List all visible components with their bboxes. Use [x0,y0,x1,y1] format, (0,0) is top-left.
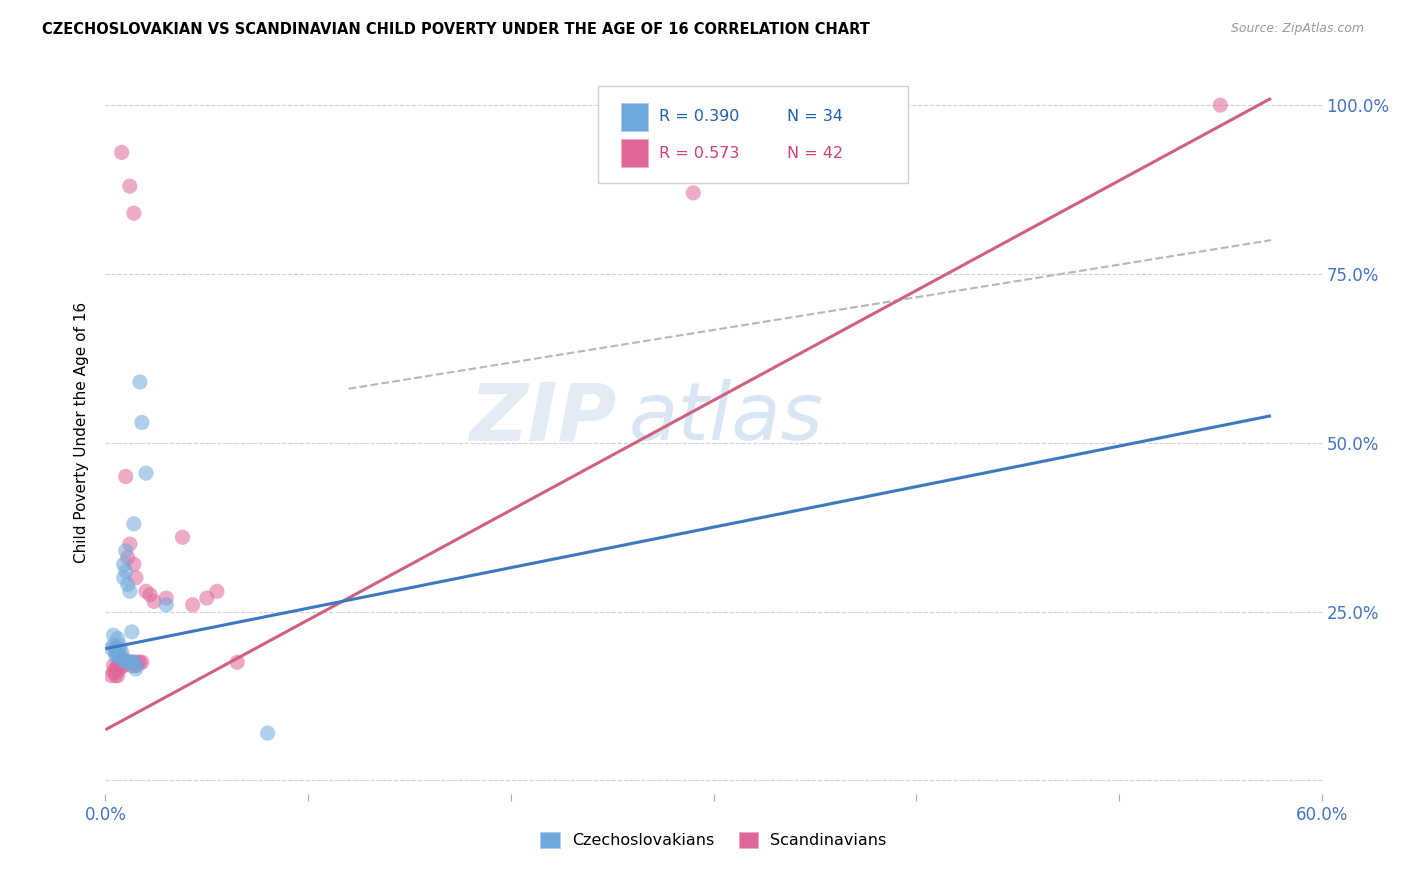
Point [114,655,136,669]
Point [129,375,152,389]
Point [104,669,127,683]
Point [125,658,148,673]
Point [117,577,139,591]
Point [118,655,141,669]
FancyBboxPatch shape [598,86,908,184]
Point [121,624,143,639]
Point [111,655,134,669]
Text: N = 34: N = 34 [786,110,842,124]
Point [121,658,143,673]
Point [117,655,139,669]
Point [129,655,152,669]
Text: Source: ZipAtlas.com: Source: ZipAtlas.com [1230,22,1364,36]
Point [100,641,122,656]
Point [108,648,131,663]
Point [112,571,135,585]
Point [122,206,145,220]
Point [118,584,141,599]
FancyBboxPatch shape [621,103,648,130]
Point [104,648,127,663]
Point [107,648,129,663]
Point [111,652,134,666]
Point [112,652,135,666]
Point [155,598,177,612]
Point [114,469,136,483]
Point [118,537,141,551]
Legend: Czechoslovakians, Scandinavians: Czechoslovakians, Scandinavians [534,825,893,855]
Point [108,638,131,652]
Point [143,594,166,608]
Y-axis label: Child Poverty Under the Age of 16: Child Poverty Under the Age of 16 [75,302,90,563]
Point [108,641,131,656]
Point [103,658,125,673]
Point [172,530,194,544]
Point [104,641,127,656]
Point [107,658,129,673]
Point [118,655,141,669]
Point [135,466,157,480]
Text: R = 0.390: R = 0.390 [659,110,740,124]
Point [121,655,143,669]
Point [226,655,249,669]
Point [108,655,131,669]
Point [107,645,129,659]
Point [112,658,135,673]
Point [104,645,127,659]
Point [117,655,139,669]
Point [103,628,125,642]
Point [195,591,218,605]
Point [125,658,148,673]
Point [100,669,122,683]
Point [104,665,127,680]
Point [125,571,148,585]
Point [108,662,131,676]
Point [125,662,148,676]
Point [103,665,125,680]
Point [111,145,134,160]
Point [111,645,134,659]
Point [114,543,136,558]
Point [155,591,177,605]
Point [107,632,129,646]
Text: ZIP: ZIP [468,379,616,458]
Point [103,638,125,652]
Point [122,558,145,572]
Point [114,655,136,669]
Point [682,186,704,200]
Point [131,416,153,430]
Point [122,655,145,669]
Text: CZECHOSLOVAKIAN VS SCANDINAVIAN CHILD POVERTY UNDER THE AGE OF 16 CORRELATION CH: CZECHOSLOVAKIAN VS SCANDINAVIAN CHILD PO… [42,22,870,37]
Point [111,658,134,673]
Point [1209,98,1232,112]
Point [256,726,278,740]
Point [139,588,162,602]
Point [135,584,157,599]
Point [104,662,127,676]
Point [117,550,139,565]
Text: R = 0.573: R = 0.573 [659,145,740,161]
Point [118,179,141,194]
FancyBboxPatch shape [621,139,648,167]
Text: atlas: atlas [628,379,823,458]
Point [181,598,204,612]
Point [205,584,228,599]
Point [127,655,149,669]
Point [131,655,153,669]
Text: N = 42: N = 42 [786,145,842,161]
Point [112,558,135,572]
Point [122,516,145,531]
Point [114,564,136,578]
Point [107,669,129,683]
Point [122,655,145,669]
